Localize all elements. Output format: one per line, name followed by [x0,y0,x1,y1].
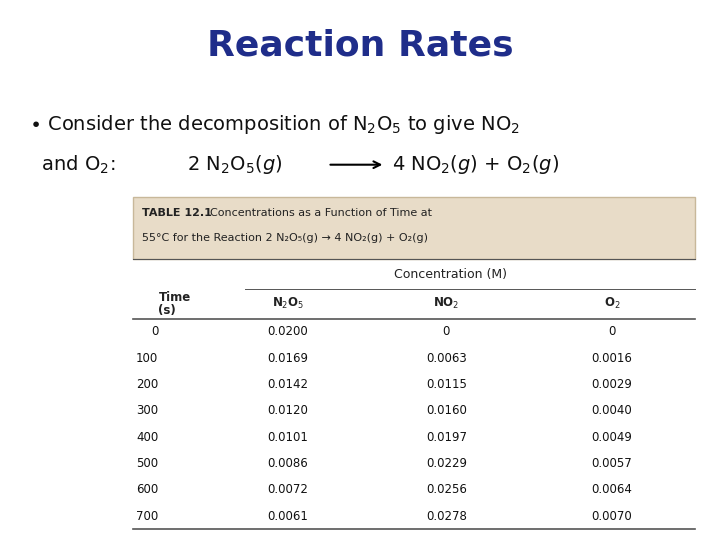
Text: (s): (s) [158,304,176,317]
Text: Concentrations as a Function of Time at: Concentrations as a Function of Time at [203,208,432,218]
Text: 0.0256: 0.0256 [426,483,467,496]
Text: TABLE 12.1: TABLE 12.1 [142,208,212,218]
Text: 400: 400 [136,430,158,443]
Text: 0.0057: 0.0057 [592,457,632,470]
Text: 0.0049: 0.0049 [592,430,632,443]
Text: 0.0070: 0.0070 [592,510,632,523]
Text: 0.0229: 0.0229 [426,457,467,470]
Text: 300: 300 [136,404,158,417]
Text: 0.0169: 0.0169 [268,352,308,365]
Text: $\bullet$ Consider the decomposition of N$_2$O$_5$ to give NO$_2$: $\bullet$ Consider the decomposition of … [29,113,520,136]
Text: 0.0072: 0.0072 [268,483,308,496]
Text: and O$_2$:: and O$_2$: [29,153,115,176]
Text: Time: Time [158,291,191,303]
Text: 2 N$_2$O$_5$($g$): 2 N$_2$O$_5$($g$) [187,153,282,176]
Text: 100: 100 [136,352,158,365]
Text: 0.0160: 0.0160 [426,404,467,417]
Text: 0.0278: 0.0278 [426,510,467,523]
Text: Reaction Rates: Reaction Rates [207,29,513,63]
Text: 500: 500 [136,457,158,470]
Text: 0.0061: 0.0061 [268,510,308,523]
Text: 0.0029: 0.0029 [592,378,632,391]
Text: 0.0086: 0.0086 [268,457,308,470]
FancyBboxPatch shape [133,197,695,259]
Text: N$_2$O$_5$: N$_2$O$_5$ [272,296,304,311]
Text: 0.0115: 0.0115 [426,378,467,391]
Text: 0.0016: 0.0016 [592,352,632,365]
Text: 55°C for the Reaction 2 N₂O₅(g) → 4 NO₂(g) + O₂(g): 55°C for the Reaction 2 N₂O₅(g) → 4 NO₂(… [142,233,428,243]
Text: 0: 0 [151,325,158,338]
Text: 600: 600 [136,483,158,496]
Text: Concentration (M): Concentration (M) [394,267,506,281]
Text: 0.0063: 0.0063 [426,352,467,365]
Text: 0.0101: 0.0101 [268,430,308,443]
Text: 0.0064: 0.0064 [592,483,632,496]
Text: 0.0120: 0.0120 [268,404,308,417]
Text: 200: 200 [136,378,158,391]
Text: 0.0142: 0.0142 [268,378,308,391]
Text: 0: 0 [608,325,616,338]
Text: 4 NO$_2$($g$) + O$_2$($g$): 4 NO$_2$($g$) + O$_2$($g$) [392,153,559,176]
Text: O$_2$: O$_2$ [604,296,620,311]
Text: 0.0200: 0.0200 [268,325,308,338]
Text: 0: 0 [443,325,450,338]
Text: 700: 700 [136,510,158,523]
Text: NO$_2$: NO$_2$ [433,296,459,311]
Text: 0.0040: 0.0040 [592,404,632,417]
Text: 0.0197: 0.0197 [426,430,467,443]
